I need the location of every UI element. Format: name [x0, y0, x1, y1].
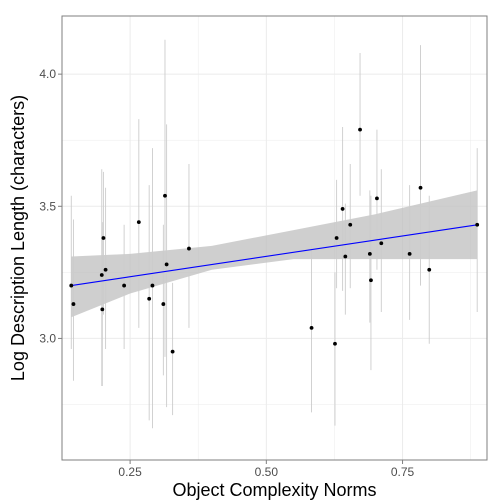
- x-tick-label: 0.75: [391, 465, 415, 479]
- data-point: [475, 222, 480, 227]
- x-axis-title: Object Complexity Norms: [172, 480, 376, 500]
- data-point: [367, 251, 372, 256]
- data-point: [103, 267, 108, 272]
- y-tick-label: 3.5: [39, 199, 56, 213]
- data-point: [379, 241, 384, 246]
- y-tick-label: 4.0: [39, 67, 56, 81]
- data-point: [101, 236, 106, 240]
- data-point: [164, 262, 169, 267]
- data-point: [170, 349, 175, 354]
- data-point: [309, 325, 314, 330]
- data-points: [69, 127, 480, 354]
- fit-line: [71, 224, 478, 287]
- data-point: [333, 341, 337, 346]
- data-point: [163, 193, 167, 198]
- data-point: [340, 207, 345, 211]
- fit-line-layer: [71, 224, 478, 287]
- data-point: [369, 278, 373, 283]
- x-axis-ticks: 0.25 0.50 0.75: [118, 460, 415, 479]
- x-tick-label: 0.50: [255, 465, 279, 479]
- data-point: [407, 251, 412, 256]
- data-point: [69, 283, 74, 288]
- data-point: [348, 222, 353, 227]
- data-point: [100, 307, 105, 312]
- data-point: [343, 254, 348, 259]
- x-tick-label: 0.25: [118, 465, 142, 479]
- y-tick-label: 3.0: [39, 331, 56, 345]
- data-point: [71, 302, 76, 306]
- confidence-ribbon-layer: [71, 190, 478, 318]
- confidence-ribbon: [71, 190, 478, 318]
- data-point: [99, 273, 104, 277]
- data-point: [150, 283, 155, 288]
- data-point: [161, 302, 166, 306]
- data-point: [427, 267, 432, 272]
- data-point: [187, 246, 191, 251]
- y-axis-ticks: 3.0 3.5 4.0: [39, 67, 62, 345]
- error-bars: [70, 39, 478, 429]
- data-point: [375, 196, 379, 201]
- panel-border: [61, 15, 488, 461]
- data-point: [334, 236, 339, 240]
- data-point: [358, 127, 362, 132]
- data-point: [122, 283, 127, 288]
- data-point: [147, 296, 152, 301]
- data-point: [136, 220, 141, 225]
- data-point: [418, 185, 423, 190]
- y-axis-title: Log Description Length (characters): [8, 95, 28, 381]
